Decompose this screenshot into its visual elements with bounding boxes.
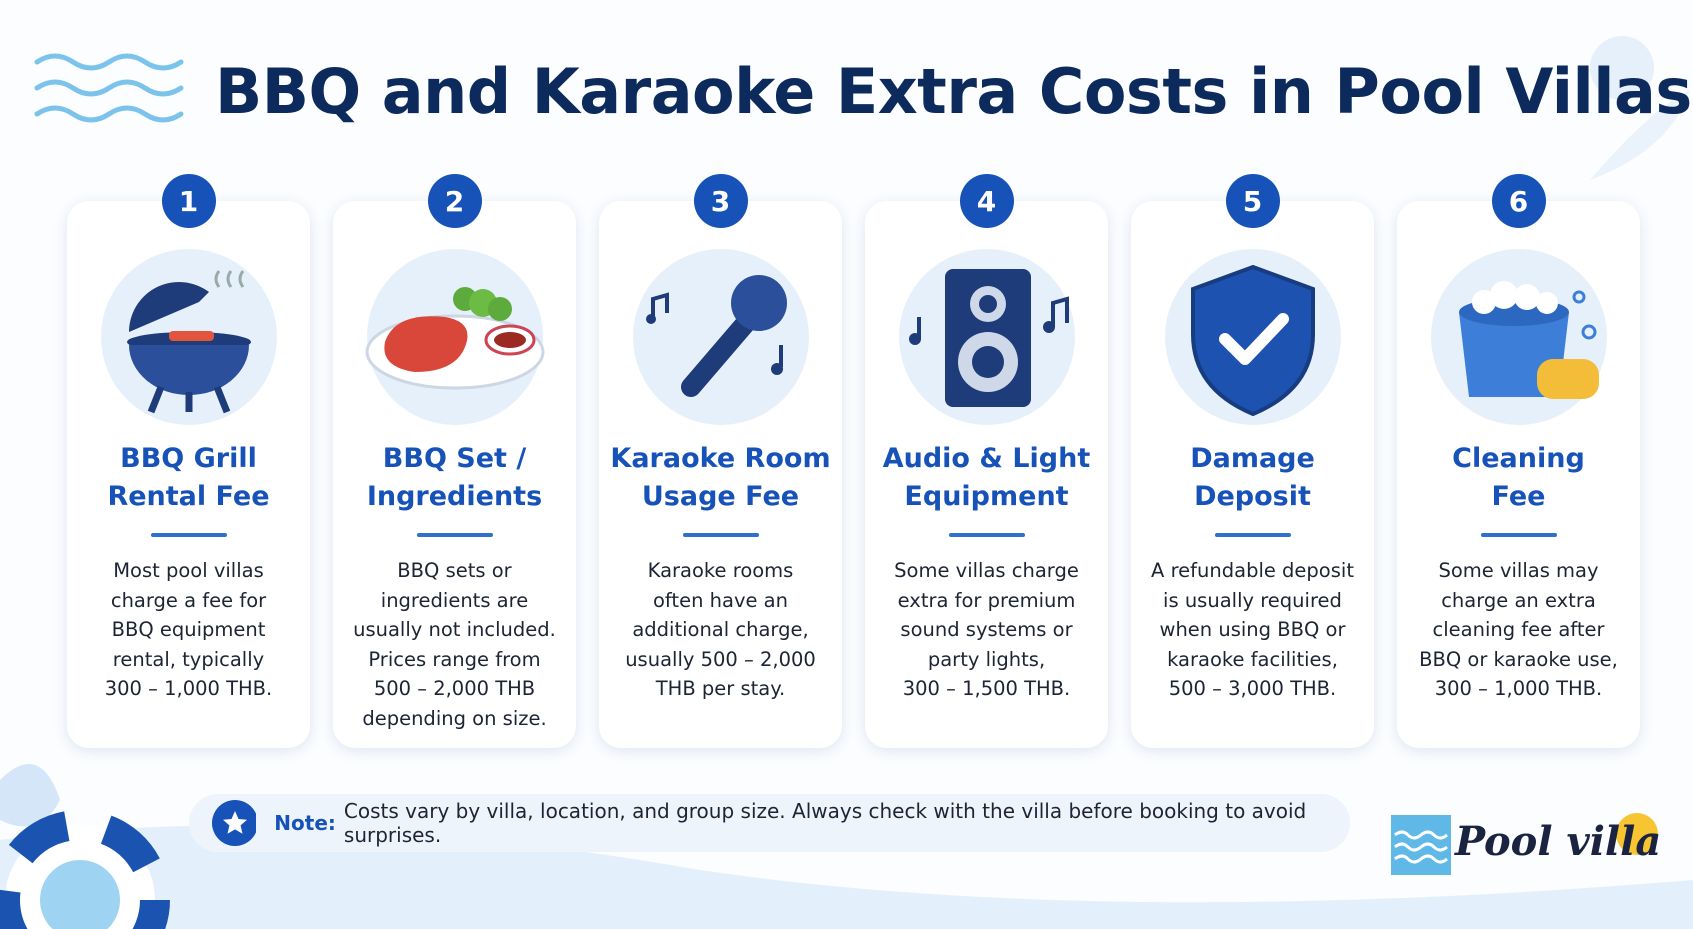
card-body-line: 300 – 1,000 THB. bbox=[104, 677, 273, 700]
card-body-line: Karaoke rooms bbox=[647, 559, 794, 582]
note: Note: Costs vary by villa, location, and… bbox=[189, 794, 1350, 852]
note-text: Costs vary by villa, location, and group… bbox=[343, 799, 1307, 847]
card-title: Cleaning Fee bbox=[1397, 440, 1640, 516]
card-body-line: Some villas may bbox=[1438, 559, 1599, 582]
card-body-line: usually 500 – 2,000 bbox=[625, 647, 816, 671]
logo-icon bbox=[1391, 815, 1451, 875]
card-body-line: BBQ or karaoke use, bbox=[1419, 647, 1618, 671]
card-title-line: Damage bbox=[1190, 443, 1315, 474]
card-body: Some villas may charge an extra cleaning f… bbox=[1397, 556, 1640, 704]
card-title-line: Deposit bbox=[1194, 481, 1311, 512]
logo-text: Pool villa bbox=[1455, 818, 1662, 865]
card-number: 1 bbox=[161, 174, 216, 228]
card-body-line: A refundable deposit bbox=[1151, 559, 1354, 582]
card-title: BBQ Set / Ingredients bbox=[333, 440, 576, 516]
card-body-line: 500 – 3,000 THB. bbox=[1168, 677, 1337, 700]
card-body-line: Prices range from bbox=[368, 647, 541, 671]
card-body-line: charge a fee for bbox=[110, 588, 267, 612]
card-underline bbox=[416, 533, 493, 537]
card-body-line: BBQ equipment bbox=[111, 618, 266, 641]
card-body-line: 500 – 2,000 THB bbox=[373, 677, 536, 700]
card-body-line: 300 – 1,500 THB. bbox=[902, 677, 1071, 700]
card-body-line: additional charge, bbox=[632, 618, 809, 641]
card-title-line: Rental Fee bbox=[107, 481, 270, 512]
card-title: Karaoke Room Usage Fee bbox=[599, 440, 842, 516]
card-title-line: Ingredients bbox=[366, 481, 543, 512]
card-underline bbox=[150, 533, 227, 537]
card-title-line: Fee bbox=[1491, 481, 1546, 512]
card-number: 3 bbox=[693, 174, 748, 228]
card-body-line: is usually required bbox=[1163, 588, 1342, 612]
card-title-line: Audio & Light bbox=[882, 443, 1091, 474]
card-body-line: ingredients are bbox=[380, 588, 529, 612]
card-body-line: 300 – 1,000 THB. bbox=[1434, 677, 1603, 700]
card-title-line: Usage Fee bbox=[641, 481, 800, 512]
card-body-line: BBQ sets or bbox=[397, 559, 512, 582]
card-icon bbox=[632, 249, 809, 425]
card-body-line: rental, typically bbox=[112, 647, 265, 671]
card-body-line: karaoke facilities, bbox=[1167, 647, 1338, 671]
card-underline bbox=[1214, 533, 1291, 537]
card-body: A refundable deposit is usually required w… bbox=[1131, 556, 1374, 704]
card-number: 6 bbox=[1491, 174, 1546, 228]
card-title-line: Cleaning bbox=[1452, 443, 1585, 474]
card-title: BBQ Grill Rental Fee bbox=[67, 440, 310, 516]
logo-sun bbox=[1616, 813, 1658, 855]
card-body: Some villas charge extra for premium sound… bbox=[865, 556, 1108, 704]
card-title: Damage Deposit bbox=[1131, 440, 1374, 516]
card-body-line: depending on size. bbox=[362, 706, 547, 730]
card-body: BBQ sets or ingredients are usually not in… bbox=[333, 556, 576, 733]
card-number: 4 bbox=[959, 174, 1014, 228]
card-body: Most pool villas charge a fee for BBQ equi… bbox=[67, 556, 310, 704]
card-icon bbox=[1430, 249, 1607, 425]
card-title-line: Karaoke Room bbox=[610, 443, 831, 474]
card-body-line: sound systems or bbox=[900, 618, 1073, 641]
card-body-line: THB per stay. bbox=[655, 677, 786, 700]
title: BBQ and Karaoke Extra Costs in Pool Vill… bbox=[215, 55, 1692, 128]
note-label: Note: bbox=[274, 811, 336, 835]
card-body-line: party lights, bbox=[927, 647, 1046, 671]
card-number: 2 bbox=[427, 174, 482, 228]
card-body: Karaoke rooms often have an additional cha… bbox=[599, 556, 842, 704]
card-body-line: when using BBQ or bbox=[1159, 618, 1346, 641]
card-body-line: extra for premium bbox=[897, 588, 1076, 612]
card-underline bbox=[682, 533, 759, 537]
card-body-line: often have an bbox=[652, 588, 788, 612]
card-icon bbox=[100, 249, 277, 425]
card-icon bbox=[365, 249, 544, 425]
card-icon bbox=[898, 249, 1075, 425]
card-underline bbox=[948, 533, 1025, 537]
card-body-line: usually not included. bbox=[353, 618, 556, 641]
note-icon bbox=[212, 800, 257, 846]
card-body-line: Most pool villas bbox=[113, 559, 264, 582]
card-body-line: charge an extra bbox=[1441, 588, 1596, 612]
card-number: 5 bbox=[1225, 174, 1280, 228]
card-title-line: BBQ Grill bbox=[120, 443, 257, 474]
card-underline bbox=[1480, 533, 1557, 537]
card-title: Audio & Light Equipment bbox=[865, 440, 1108, 516]
card-body-line: cleaning fee after bbox=[1432, 618, 1605, 641]
card-title-line: Equipment bbox=[904, 481, 1069, 512]
card-title-line: BBQ Set / bbox=[382, 443, 527, 474]
card-body-line: Some villas charge bbox=[894, 559, 1079, 582]
card-icon bbox=[1164, 249, 1341, 425]
